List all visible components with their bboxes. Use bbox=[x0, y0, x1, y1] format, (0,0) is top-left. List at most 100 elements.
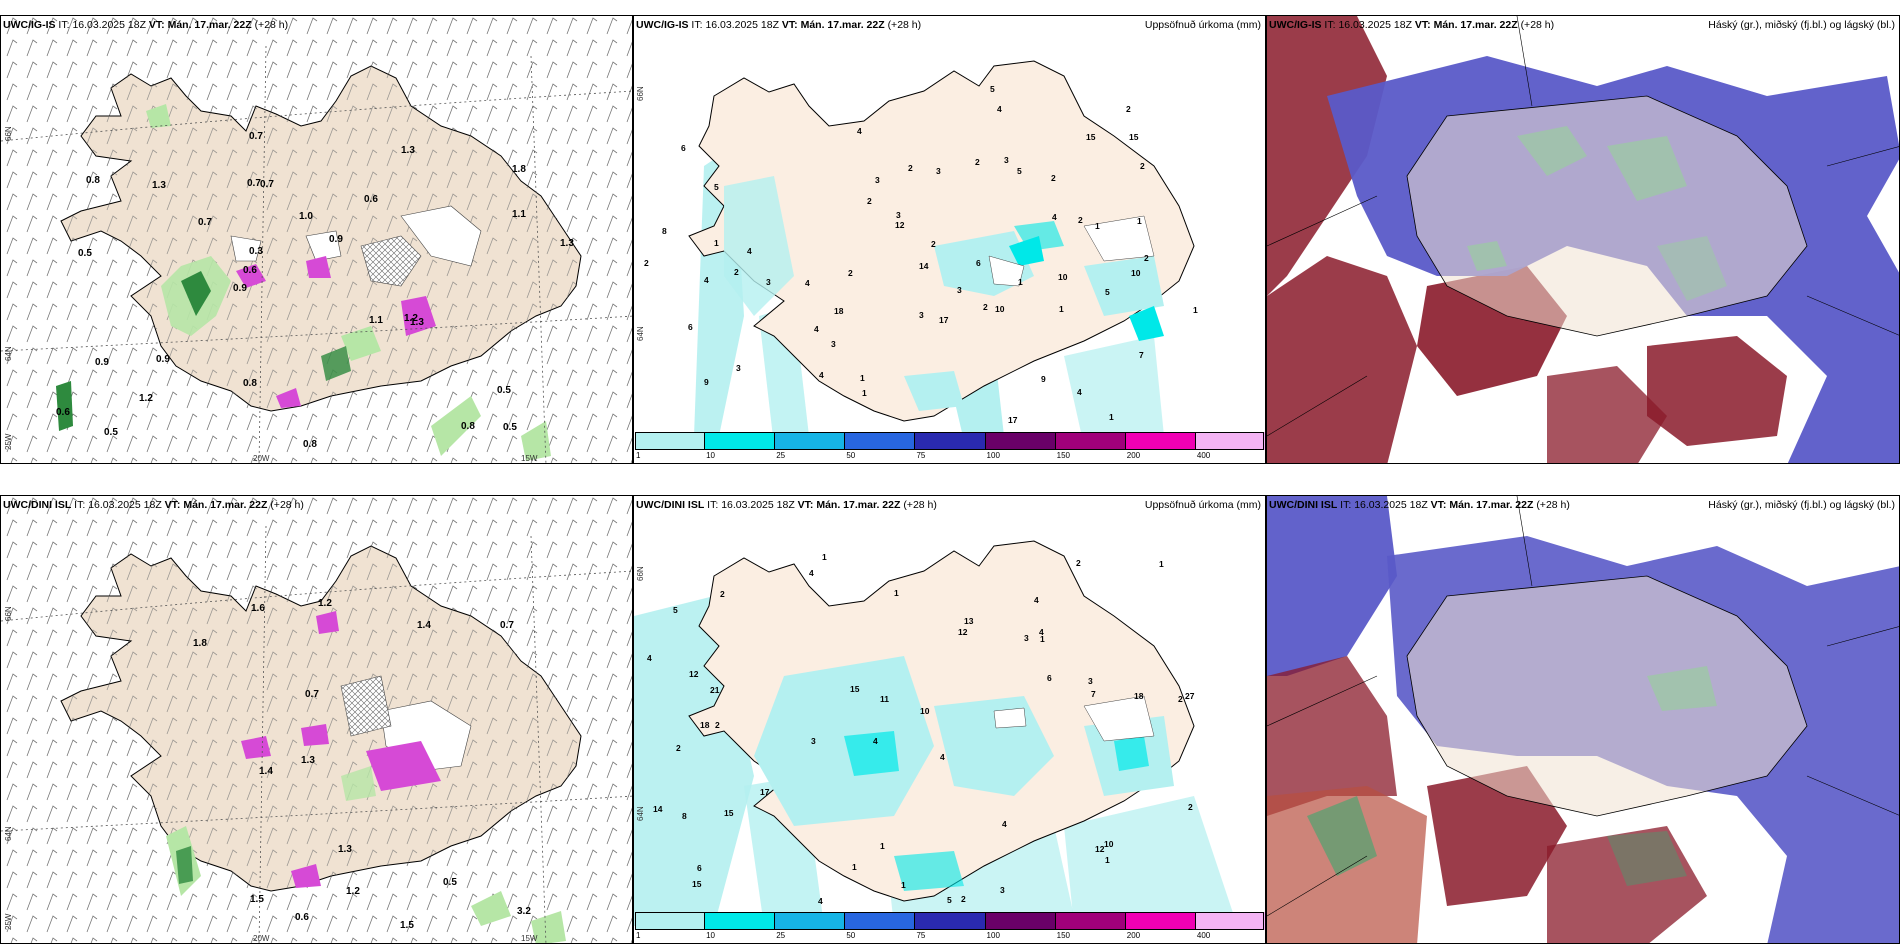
map-value-label: 4 bbox=[809, 568, 814, 578]
map-value-label: 12 bbox=[689, 669, 699, 679]
map-value-label: 2 bbox=[1178, 694, 1183, 704]
map-value-label: 5 bbox=[714, 182, 719, 192]
map-value-label: 18 bbox=[834, 306, 844, 316]
legend-label: 10 bbox=[706, 451, 716, 460]
map-value-label: 1 bbox=[714, 238, 719, 248]
map-value-label: 0.8 bbox=[461, 421, 475, 432]
legend-swatch bbox=[845, 912, 916, 930]
legend-label: 150 bbox=[1056, 931, 1071, 940]
map-value-label: 10 bbox=[995, 304, 1005, 314]
map-value-label: 1 bbox=[880, 841, 885, 851]
legend-label: 200 bbox=[1126, 931, 1141, 940]
map-value-label: 2 bbox=[644, 258, 649, 268]
legend-label: 400 bbox=[1196, 931, 1211, 940]
map-value-label: 15 bbox=[1086, 132, 1096, 142]
legend-label: 25 bbox=[776, 931, 786, 940]
map-value-label: 0.8 bbox=[86, 175, 100, 186]
map-value-label: 0.5 bbox=[443, 877, 457, 888]
map-value-label: 1 bbox=[1109, 412, 1114, 422]
map-value-label: 3 bbox=[831, 339, 836, 349]
map-value-label: 1.1 bbox=[512, 209, 526, 220]
map-value-label: 5 bbox=[1105, 287, 1110, 297]
map-value-label: 5 bbox=[990, 84, 995, 94]
wind-values-top: 0.50.51.80.90.60.50.71.00.90.70.61.20.70… bbox=[56, 131, 574, 450]
legend-swatch bbox=[705, 432, 776, 450]
map-value-label: 6 bbox=[697, 863, 702, 873]
map-value-label: 2 bbox=[715, 720, 720, 730]
map-value-label: 4 bbox=[940, 752, 945, 762]
map-value-label: 0.9 bbox=[233, 283, 247, 294]
map-value-label: 4 bbox=[1034, 595, 1039, 605]
map-value-label: 0.3 bbox=[249, 246, 263, 257]
map-value-label: 1.4 bbox=[259, 766, 273, 777]
map-value-label: 0.6 bbox=[295, 912, 309, 923]
map-value-label: 2 bbox=[975, 157, 980, 167]
legend-swatch bbox=[985, 912, 1056, 930]
map-value-label: 3 bbox=[919, 310, 924, 320]
map-value-label: 6 bbox=[681, 143, 686, 153]
map-value-label: 5 bbox=[673, 605, 678, 615]
map-value-label: 18 bbox=[1134, 691, 1144, 701]
map-value-label: 1.8 bbox=[512, 164, 526, 175]
legend-label: 100 bbox=[986, 931, 1000, 940]
panel-header: UWC/DINI ISL IT: 16.03.2025 18Z VT: Mán.… bbox=[636, 499, 937, 511]
precip-legend-bottom: 1 10 25 50 75 100 150 200 400 bbox=[635, 912, 1265, 942]
map-value-label: 1.3 bbox=[301, 755, 315, 766]
map-value-label: 2 bbox=[908, 163, 913, 173]
map-value-label: 4 bbox=[819, 370, 824, 380]
legend-label: 400 bbox=[1196, 451, 1211, 460]
map-value-label: 7 bbox=[1139, 350, 1144, 360]
precip-map-top bbox=[634, 16, 1265, 463]
map-value-label: 13 bbox=[964, 616, 974, 626]
map-value-label: 9 bbox=[704, 377, 709, 387]
map-value-label: 10 bbox=[1131, 268, 1141, 278]
legend-label: 50 bbox=[846, 451, 856, 460]
map-value-label: 17 bbox=[1008, 415, 1018, 425]
panel-header: UWC/IG-IS IT: 16.03.2025 18Z VT: Mán. 17… bbox=[3, 19, 289, 31]
map-value-label: 1 bbox=[852, 862, 857, 872]
map-value-label: 3 bbox=[1000, 885, 1005, 895]
map-value-label: 2 bbox=[931, 239, 936, 249]
precip-legend-top: 1 10 25 50 75 100 150 200 400 bbox=[635, 432, 1265, 462]
map-value-label: 2 bbox=[1140, 161, 1145, 171]
panel-precip-bottom: UWC/DINI ISL IT: 16.03.2025 18Z VT: Mán.… bbox=[633, 495, 1266, 944]
map-value-label: 1.2 bbox=[404, 313, 418, 324]
legend-swatch bbox=[775, 432, 846, 450]
map-value-label: 3 bbox=[1004, 155, 1009, 165]
map-value-label: 4 bbox=[814, 324, 819, 334]
map-value-label: 2 bbox=[1051, 173, 1056, 183]
map-value-label: 4 bbox=[704, 275, 709, 285]
map-value-label: 0.6 bbox=[56, 407, 70, 418]
map-value-label: 1 bbox=[1105, 855, 1110, 865]
map-value-label: 1 bbox=[1095, 221, 1100, 231]
legend-label: 150 bbox=[1056, 451, 1071, 460]
map-value-label: 1.2 bbox=[139, 393, 153, 404]
map-value-label: 15 bbox=[692, 879, 702, 889]
map-value-label: 6 bbox=[976, 258, 981, 268]
map-value-label: 1.2 bbox=[346, 886, 360, 897]
map-value-label: 1 bbox=[1137, 216, 1142, 226]
legend-swatch bbox=[635, 912, 706, 930]
map-value-label: 4 bbox=[997, 104, 1002, 114]
map-value-label: 10 bbox=[1104, 839, 1114, 849]
map-value-label: 0.7 bbox=[198, 217, 212, 228]
map-value-label: 1.6 bbox=[251, 603, 265, 614]
legend-frame bbox=[635, 912, 1264, 930]
map-value-label: 6 bbox=[688, 322, 693, 332]
map-value-label: 0.9 bbox=[329, 234, 343, 245]
cloud-title: Háský (gr.), miðský (fj.bl.) og lágský (… bbox=[1708, 499, 1895, 511]
map-value-label: 5 bbox=[947, 895, 952, 905]
map-value-label: 1 bbox=[1040, 634, 1045, 644]
map-value-label: 0.9 bbox=[95, 357, 109, 368]
map-value-label: 18 bbox=[700, 720, 710, 730]
map-value-label: 3 bbox=[875, 175, 880, 185]
legend-label: 50 bbox=[846, 931, 856, 940]
legend-swatch bbox=[915, 912, 986, 930]
map-value-label: 1.4 bbox=[417, 620, 431, 631]
map-value-label: 0.9 bbox=[156, 354, 170, 365]
map-value-label: 4 bbox=[1039, 627, 1044, 637]
wind-map-top bbox=[1, 16, 632, 463]
legend-label: 1 bbox=[636, 931, 641, 940]
map-value-label: 4 bbox=[873, 736, 878, 746]
